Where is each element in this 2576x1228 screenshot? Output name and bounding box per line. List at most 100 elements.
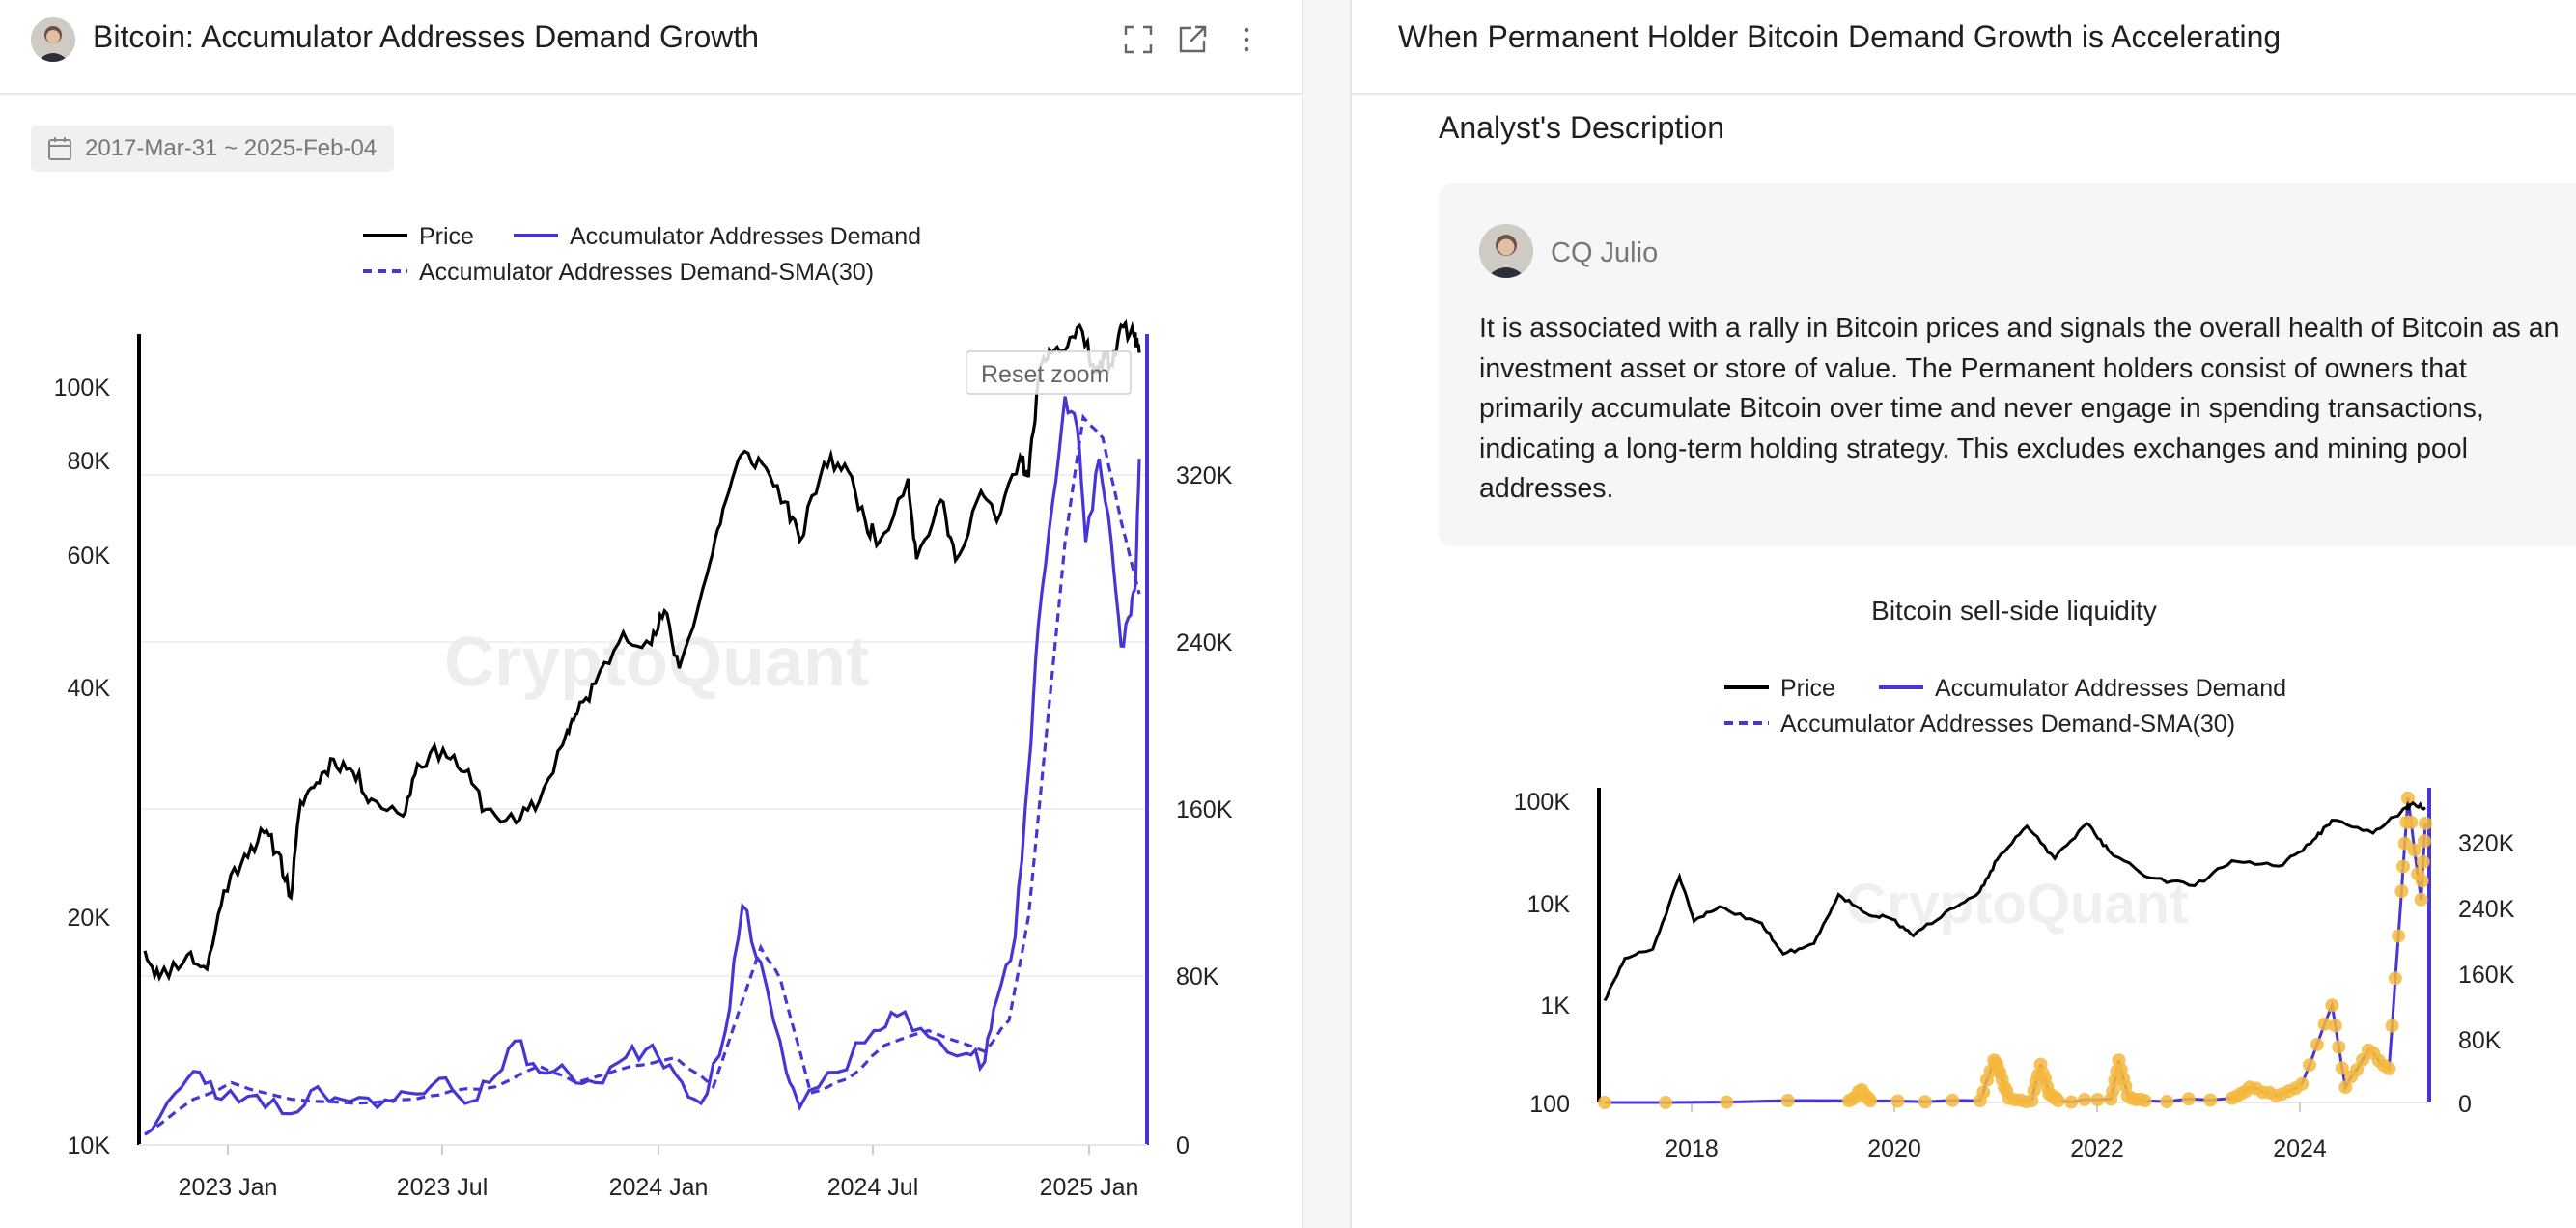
expand-icon[interactable] <box>1122 23 1155 56</box>
demand-marker <box>2335 1061 2349 1075</box>
legend-sma-label: Accumulator Addresses Demand-SMA(30) <box>1780 711 2235 738</box>
demand-marker <box>2328 1019 2342 1033</box>
demand-marker <box>2404 815 2419 829</box>
demand-marker <box>2181 1092 2196 1106</box>
y-left-tick: 20K <box>68 905 111 932</box>
post-title: When Permanent Holder Bitcoin Demand Gro… <box>1398 19 2282 54</box>
legend-demand-label: Accumulator Addresses Demand <box>570 223 921 250</box>
price-series-line <box>1603 800 2426 1002</box>
demand-series-line <box>144 396 1141 1136</box>
y-right-tick: 160K <box>1176 796 1233 823</box>
avatar-image <box>31 17 75 62</box>
description-text: It is associated with a rally in Bitcoin… <box>1479 313 2560 504</box>
more-vertical-icon[interactable] <box>1230 23 1263 56</box>
demand-marker <box>2051 1094 2065 1108</box>
demand-marker <box>2303 1058 2316 1073</box>
demand-marker <box>2106 1084 2120 1099</box>
demand-marker <box>2400 791 2415 805</box>
reset-zoom-button[interactable]: Reset zoom <box>966 350 1132 395</box>
y-left-tick: 10K <box>1527 891 1571 918</box>
demand-marker <box>1863 1094 1878 1108</box>
x-tick-label: 2023 Jan <box>179 1174 278 1201</box>
left-chart[interactable]: Price Accumulator Addresses Demand Accum… <box>0 193 1302 1207</box>
y-right-tick: 240K <box>1176 629 1233 656</box>
y-right-tick: 320K <box>2458 830 2515 857</box>
y-right-tick: 80K <box>1176 963 1219 991</box>
left-panel-header: Bitcoin: Accumulator Addresses Demand Gr… <box>0 0 1302 95</box>
chart-title: Bitcoin: Accumulator Addresses Demand Gr… <box>93 19 760 54</box>
x-tick-label: 2022 <box>2070 1135 2124 1162</box>
y-left-tick: 40K <box>68 675 111 702</box>
left-y-ticks: 100K 80K 60K 40K 20K 10K <box>54 375 111 1159</box>
y-left-tick: 10K <box>68 1132 111 1159</box>
x-ticks: 2018 2020 2022 2024 <box>1665 1102 2327 1162</box>
demand-marker <box>2350 1063 2365 1076</box>
demand-marker <box>1598 1096 1611 1109</box>
y-left-tick: 1K <box>1540 992 1570 1019</box>
right-chart-legend: Price Accumulator Addresses Demand Accum… <box>1724 675 2286 738</box>
demand-marker <box>2090 1093 2105 1107</box>
watermark: CryptoQuant <box>444 624 869 701</box>
demand-marker <box>1780 1094 1795 1107</box>
demand-marker <box>2385 1019 2399 1033</box>
x-tick-label: 2024 <box>2273 1135 2327 1162</box>
x-tick-label: 2024 Jan <box>609 1174 709 1201</box>
y-left-tick: 100K <box>1514 789 1571 816</box>
y-right-tick: 80K <box>2458 1027 2502 1054</box>
demand-marker <box>2325 998 2339 1013</box>
demand-marker <box>2064 1095 2079 1109</box>
demand-marker <box>1659 1096 1673 1109</box>
right-chart-title: Bitcoin sell-side liquidity <box>1871 596 2157 626</box>
y-right-tick: 0 <box>2458 1091 2472 1118</box>
description-heading: Analyst's Description <box>1439 110 1724 145</box>
reset-zoom-label: Reset zoom <box>981 361 1109 388</box>
demand-marker <box>1946 1093 1960 1107</box>
author-avatar-image <box>1479 224 1533 278</box>
y-left-tick: 60K <box>68 543 111 570</box>
right-y-ticks: 320K 240K 160K 80K 0 <box>1176 462 1233 1159</box>
demand-marker <box>2317 1017 2332 1031</box>
demand-marker <box>2382 1062 2396 1075</box>
y-left-tick: 100 <box>1529 1091 1570 1118</box>
demand-marker <box>2396 859 2410 874</box>
author-avatar[interactable] <box>1479 224 1533 278</box>
demand-marker <box>2203 1093 2218 1107</box>
left-chart-panel: Bitcoin: Accumulator Addresses Demand Gr… <box>0 0 1302 1207</box>
demand-marker <box>2332 1040 2346 1054</box>
y-right-tick: 240K <box>2458 896 2515 923</box>
right-y-ticks: 320K 240K 160K 80K 0 <box>2458 830 2515 1118</box>
avatar <box>31 17 75 62</box>
demand-marker <box>2138 1094 2152 1108</box>
external-link-icon[interactable] <box>1176 23 1209 56</box>
reset-zoom-frame[interactable] <box>966 350 1132 395</box>
demand-marker <box>2417 834 2431 849</box>
demand-marker <box>2160 1095 2174 1108</box>
date-range-picker[interactable]: 2017-Mar-31 ~ 2025-Feb-04 <box>31 126 395 172</box>
y-right-tick: 0 <box>1176 1132 1190 1159</box>
chart-legend: Price Accumulator Addresses Demand Accum… <box>363 223 921 286</box>
x-tick-label: 2020 <box>1867 1135 1921 1162</box>
watermark: CryptoQuant <box>1846 873 2188 935</box>
sma-series-line <box>144 413 1141 1136</box>
x-tick-label: 2024 Jul <box>827 1174 919 1201</box>
right-chart[interactable]: Bitcoin sell-side liquidity Price Accumu… <box>1352 579 2576 1197</box>
demand-marker <box>2388 971 2402 986</box>
right-panel-header: When Permanent Holder Bitcoin Demand Gro… <box>1352 0 2576 95</box>
demand-marker <box>2356 1052 2370 1067</box>
y-right-tick: 160K <box>2458 962 2515 989</box>
demand-marker <box>1720 1095 1734 1109</box>
right-description-panel: When Permanent Holder Bitcoin Demand Gro… <box>1352 0 2576 1228</box>
author-name[interactable]: CQ Julio <box>1551 237 1659 268</box>
demand-marker <box>2414 892 2428 907</box>
demand-marker <box>2416 854 2430 869</box>
legend-price-label: Price <box>419 223 474 250</box>
demand-marker <box>2397 836 2412 851</box>
x-tick-label: 2018 <box>1665 1135 1719 1162</box>
left-y-ticks: 100K 10K 1K 100 <box>1514 789 1571 1118</box>
y-left-tick: 100K <box>54 375 111 402</box>
panel-divider[interactable] <box>1302 0 1352 1228</box>
demand-series-line <box>1605 797 2427 1104</box>
y-right-tick: 320K <box>1176 462 1233 489</box>
legend-demand-label: Accumulator Addresses Demand <box>1935 675 2286 702</box>
demand-marker <box>2295 1076 2310 1091</box>
